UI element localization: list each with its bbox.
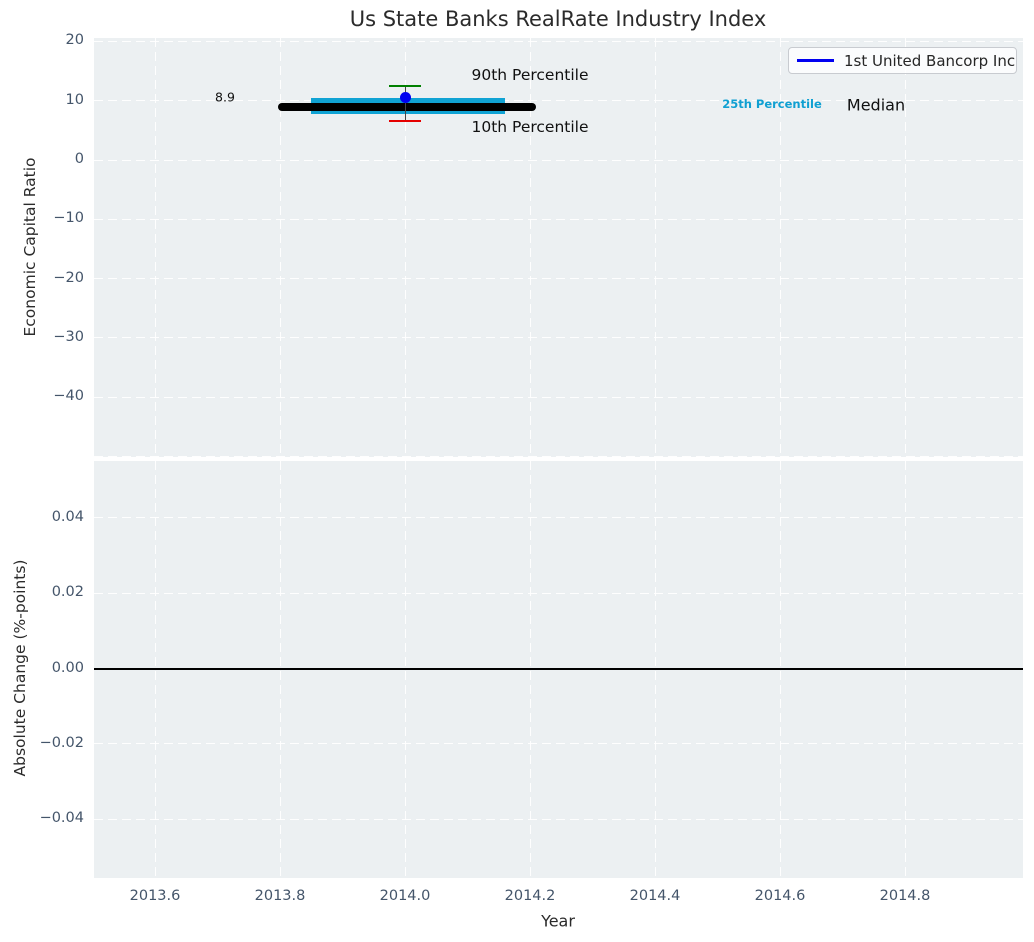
p10-cap: [389, 119, 421, 123]
y-tick-label: −0.04: [39, 810, 84, 827]
grid-line-vertical: [279, 38, 281, 457]
grid-line-horizontal: [94, 278, 1023, 280]
y-tick-label: 0: [74, 151, 84, 167]
grid-line-horizontal: [94, 396, 1023, 398]
x-axis-label: Year: [541, 911, 575, 931]
x-tick-label: 2013.6: [129, 888, 181, 904]
grid-line-horizontal: [94, 456, 1023, 458]
y-tick-label: −20: [53, 269, 84, 286]
p10-annotation: 10th Percentile: [471, 118, 589, 136]
y-tick-label: 0.00: [51, 659, 84, 676]
grid-line-vertical: [529, 38, 531, 457]
grid-line-vertical: [654, 461, 656, 878]
median-annotation: Median: [846, 95, 906, 115]
y-tick-label: −40: [53, 388, 84, 405]
zero-line: [94, 667, 1023, 670]
legend: 1st United Bancorp Inc: [788, 47, 1017, 74]
grid-line-vertical: [404, 461, 406, 878]
x-tick-label: 2014.8: [879, 888, 931, 904]
x-tick-label: 2014.2: [504, 888, 556, 904]
x-tick-label: 2014.4: [629, 888, 681, 904]
grid-line-horizontal: [94, 337, 1023, 339]
y-tick-label: 0.02: [51, 584, 84, 601]
grid-line-vertical: [904, 38, 906, 457]
y-tick-label: −10: [53, 210, 84, 227]
y-tick-label: −30: [53, 328, 84, 345]
y-tick-label: −0.02: [39, 734, 84, 751]
grid-line-horizontal: [94, 40, 1023, 42]
median-value-annotation: 8.9: [215, 89, 235, 105]
legend-line-swatch: [797, 59, 834, 62]
x-tick-label: 2013.8: [254, 888, 306, 904]
errorbar-line: [404, 85, 406, 121]
grid-line-vertical: [779, 38, 781, 457]
grid-line-horizontal: [94, 743, 1023, 745]
legend-label: 1st United Bancorp Inc: [844, 51, 1016, 70]
chart-title: Us State Banks RealRate Industry Index: [349, 7, 767, 31]
grid-line-vertical: [404, 38, 406, 457]
p90-annotation: 90th Percentile: [471, 66, 589, 84]
grid-line-vertical: [904, 461, 906, 878]
company-dot: [399, 92, 411, 104]
y-axis-label-top: Economic Capital Ratio: [21, 157, 39, 337]
top-plot-area: [94, 38, 1023, 457]
p25-annotation: 25th Percentile: [722, 97, 822, 111]
x-tick-label: 2014.6: [754, 888, 806, 904]
bottom-plot-area: [94, 461, 1023, 878]
grid-line-vertical: [779, 461, 781, 878]
grid-line-horizontal: [94, 517, 1023, 519]
grid-line-vertical: [154, 461, 156, 878]
grid-line-horizontal: [94, 159, 1023, 161]
median-line: [278, 103, 537, 112]
grid-line-horizontal: [94, 818, 1023, 820]
grid-line-horizontal: [94, 100, 1023, 102]
grid-line-vertical: [279, 461, 281, 878]
grid-line-vertical: [654, 38, 656, 457]
p90-cap: [389, 84, 421, 88]
y-tick-label: 20: [65, 32, 84, 49]
grid-line-horizontal: [94, 218, 1023, 220]
grid-line-vertical: [154, 38, 156, 457]
y-tick-label: 10: [65, 91, 84, 108]
y-tick-label: 0.04: [51, 508, 84, 525]
x-tick-label: 2014.0: [379, 888, 431, 904]
grid-line-horizontal: [94, 592, 1023, 594]
grid-line-vertical: [529, 461, 531, 878]
